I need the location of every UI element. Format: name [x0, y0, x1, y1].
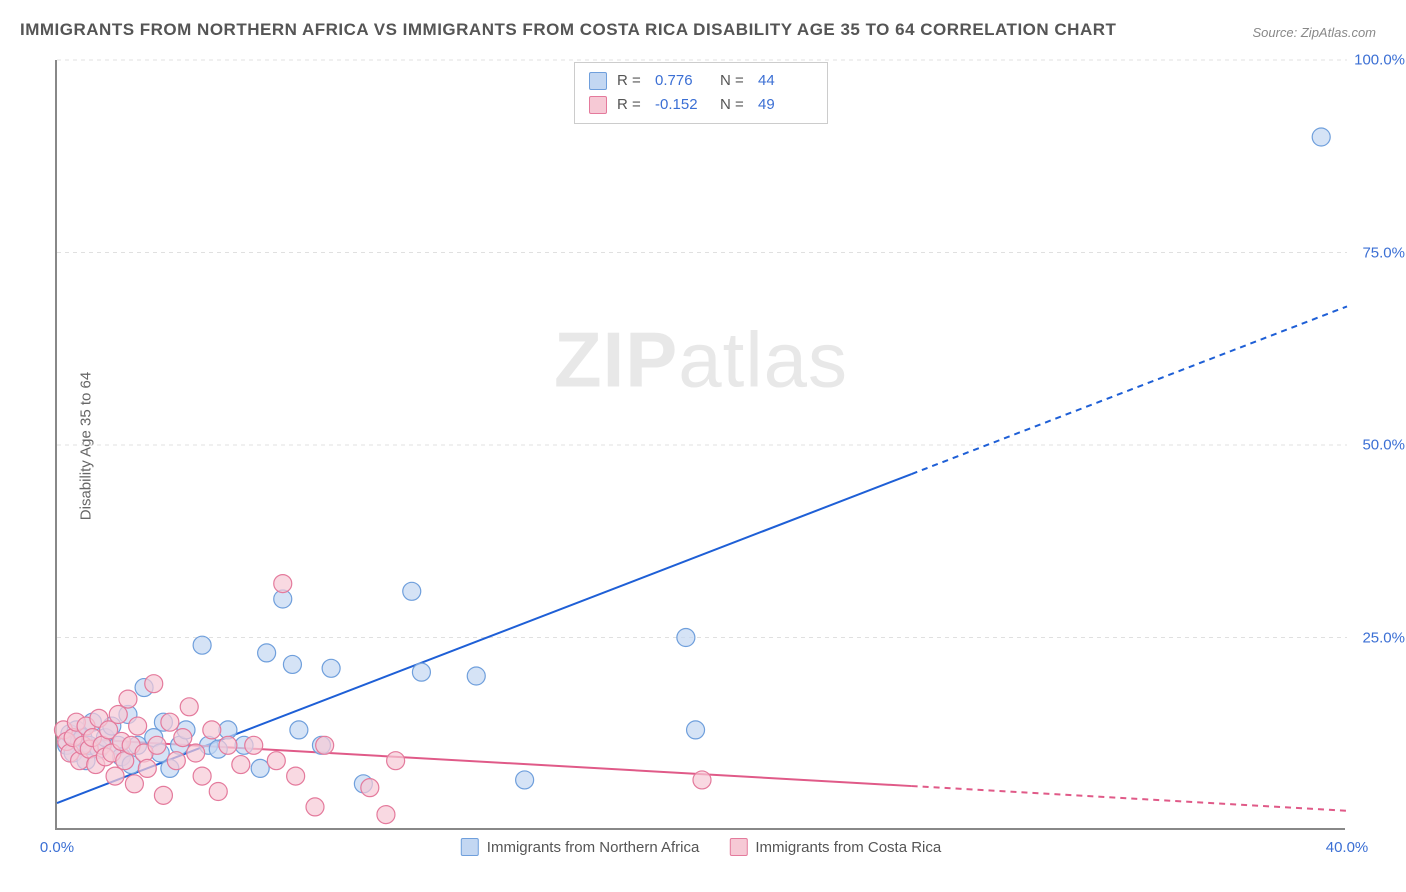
- plot-area: ZIPatlas R = 0.776 N = 44 R = -0.152 N =…: [55, 60, 1345, 830]
- legend-label: Immigrants from Costa Rica: [755, 839, 941, 856]
- bottom-legend: Immigrants from Northern Africa Immigran…: [461, 838, 941, 856]
- chart-title: IMMIGRANTS FROM NORTHERN AFRICA VS IMMIG…: [20, 20, 1116, 40]
- swatch-icon: [461, 838, 479, 856]
- y-tick-label: 75.0%: [1362, 244, 1405, 261]
- x-tick-label: 40.0%: [1326, 839, 1369, 856]
- legend-item: Immigrants from Costa Rica: [729, 838, 941, 856]
- legend-label: Immigrants from Northern Africa: [487, 839, 700, 856]
- swatch-icon: [729, 838, 747, 856]
- x-tick-label: 0.0%: [40, 839, 74, 856]
- legend-item: Immigrants from Northern Africa: [461, 838, 700, 856]
- source-attribution: Source: ZipAtlas.com: [1252, 25, 1376, 40]
- correlation-chart: IMMIGRANTS FROM NORTHERN AFRICA VS IMMIG…: [0, 0, 1406, 892]
- y-tick-label: 50.0%: [1362, 437, 1405, 454]
- y-tick-label: 25.0%: [1362, 629, 1405, 646]
- plot-svg: [57, 60, 1345, 828]
- y-tick-label: 100.0%: [1354, 52, 1405, 69]
